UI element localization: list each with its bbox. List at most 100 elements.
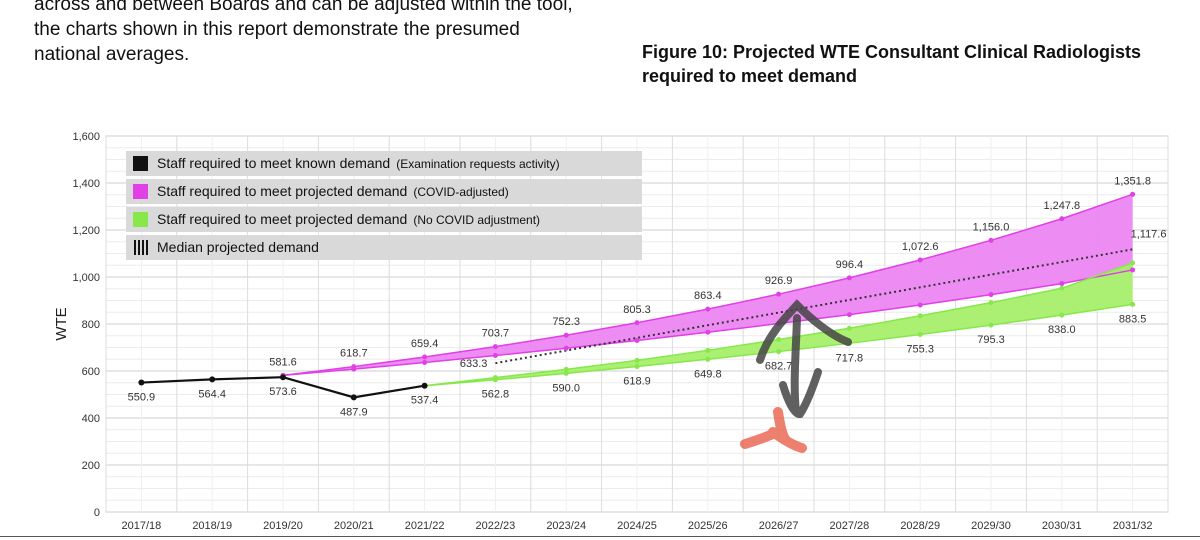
covid-adjusted-point <box>634 337 640 343</box>
covid-adjusted-point <box>563 332 569 338</box>
no-covid-point <box>917 332 923 338</box>
covid-adjusted-band <box>283 194 1133 376</box>
y-tick-label: 1,400 <box>72 178 100 190</box>
known-demand-point <box>280 374 286 381</box>
covid-adjusted-point <box>1130 191 1136 197</box>
x-tick-label: 2023/24 <box>546 520 586 532</box>
series-points <box>138 191 1136 401</box>
no-covid-point <box>846 325 852 331</box>
covid-adjusted-point <box>776 291 782 297</box>
x-tick-label: 2030/31 <box>1042 520 1082 532</box>
legend-main-text: Staff required to meet known demand <box>157 155 390 171</box>
covid-adjusted-point <box>422 354 428 360</box>
chart-legend: Staff required to meet known demand (Exam… <box>126 151 642 260</box>
x-tick-label: 2031/32 <box>1113 520 1153 532</box>
legend-swatch-median <box>134 240 136 255</box>
data-label: 633.3 <box>460 358 488 370</box>
data-label: 752.3 <box>552 316 580 328</box>
legend-swatch-median <box>142 240 144 255</box>
data-label: 1,247.8 <box>1043 200 1080 212</box>
legend-swatch-nocovid <box>133 212 148 227</box>
no-covid-point <box>705 356 711 362</box>
covid-adjusted-point <box>492 352 498 358</box>
no-covid-point <box>988 300 994 306</box>
x-tick-label: 2025/26 <box>688 520 728 532</box>
legend-row-bg <box>126 235 642 260</box>
known-demand-point <box>209 376 216 383</box>
data-label: 682.7 <box>765 361 793 373</box>
data-label: 659.4 <box>411 338 439 350</box>
data-label: 590.0 <box>552 382 580 394</box>
y-tick-label: 1,200 <box>72 225 100 237</box>
no-covid-point <box>563 366 569 372</box>
covid-adjusted-point <box>988 292 994 298</box>
legend-note-text: (COVID-adjusted) <box>413 185 508 199</box>
data-label: 573.6 <box>269 386 297 398</box>
legend-label-known: Staff required to meet known demand (Exam… <box>157 155 560 171</box>
figure-title: Figure 10: Projected WTE Consultant Clin… <box>642 40 1182 88</box>
covid-adjusted-point <box>422 360 428 366</box>
covid-adjusted-point <box>846 312 852 318</box>
no-covid-point <box>1130 301 1136 307</box>
no-covid-point <box>988 322 994 328</box>
y-tick-label: 1,600 <box>72 131 100 143</box>
y-tick-label: 1,000 <box>72 272 100 284</box>
data-label: 649.8 <box>694 368 722 380</box>
y-tick-label: 400 <box>82 413 100 425</box>
no-covid-point <box>1130 260 1136 266</box>
chart-axes: 0 200 400 600 800 1,000 1,200 1,400 1,600 2017/18… <box>53 131 1152 532</box>
data-label: 863.4 <box>694 290 722 302</box>
covid-adjusted-point <box>492 344 498 350</box>
data-label: 487.9 <box>340 406 368 418</box>
legend-label-covid: Staff required to meet projected demand (… <box>157 183 509 199</box>
legend-main-text: Staff required to meet projected demand <box>157 183 407 199</box>
no-covid-point <box>492 377 498 383</box>
legend-label-median: Median projected demand <box>157 239 319 255</box>
legend-row-bg <box>126 207 642 232</box>
legend-swatch-covid <box>133 184 148 199</box>
no-covid-point <box>776 337 782 343</box>
data-label: 1,351.8 <box>1114 175 1151 187</box>
intro-paragraph: across and between Boards and can be adj… <box>34 0 634 67</box>
legend-label-nocovid: Staff required to meet projected demand (… <box>157 211 540 227</box>
covid-adjusted-point <box>563 345 569 351</box>
data-label: 618.9 <box>623 376 651 388</box>
data-label: 1,117.6 <box>1131 228 1167 240</box>
no-covid-point <box>917 313 923 319</box>
y-tick-label: 600 <box>82 366 100 378</box>
covid-adjusted-point <box>1130 267 1136 273</box>
no-covid-point <box>1059 312 1065 318</box>
y-axis-label: WTE <box>53 307 70 340</box>
covid-adjusted-point <box>351 366 357 372</box>
data-label: 996.4 <box>836 259 864 271</box>
covid-adjusted-point <box>705 306 711 312</box>
data-label: 703.7 <box>482 328 510 340</box>
data-label: 1,072.6 <box>902 241 939 253</box>
intro-line: national averages. <box>34 44 190 65</box>
x-tick-label: 2026/27 <box>759 520 799 532</box>
data-label: 562.8 <box>482 389 510 401</box>
data-label: 755.3 <box>906 344 934 356</box>
legend-swatch-median <box>138 240 140 255</box>
legend-row-bg <box>126 151 642 176</box>
covid-adjusted-point <box>634 320 640 326</box>
no-covid-point <box>634 357 640 363</box>
known-demand-point <box>350 394 357 401</box>
covid-adjusted-point <box>705 329 711 335</box>
covid-adjusted-point <box>1059 281 1065 287</box>
covid-adjusted-point <box>917 302 923 308</box>
data-label: 838.0 <box>1048 324 1076 336</box>
scribble-arrow-shaft <box>779 314 822 418</box>
legend-note-text: (No COVID adjustment) <box>413 213 540 227</box>
data-label: 883.5 <box>1119 313 1147 325</box>
no-covid-point <box>776 349 782 355</box>
data-label: 618.7 <box>340 348 368 360</box>
data-label: 537.4 <box>411 395 439 407</box>
legend-main-text: Staff required to meet projected demand <box>157 211 407 227</box>
figure-title-line: required to meet demand <box>642 66 858 86</box>
data-labels: 550.9 564.4 573.6 487.9 537.4 581.6 618.7 659.4… <box>128 175 1167 418</box>
y-tick-label: 0 <box>94 507 100 519</box>
legend-swatch-median <box>146 240 148 255</box>
known-demand-point <box>138 379 145 386</box>
